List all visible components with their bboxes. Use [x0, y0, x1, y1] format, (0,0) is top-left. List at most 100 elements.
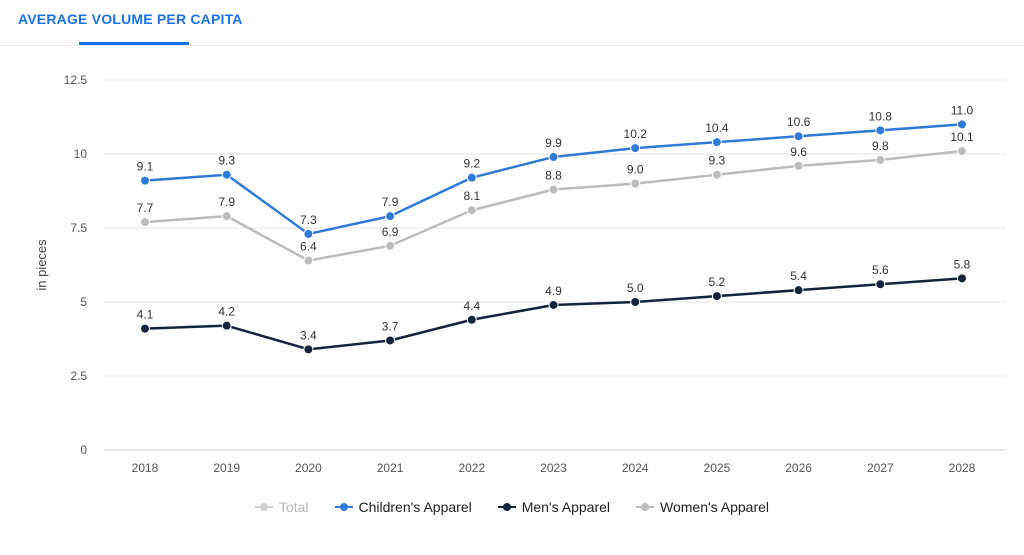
- legend: Total Children's Apparel Men's Apparel Wome…: [0, 496, 1024, 518]
- y-axis-label: in pieces: [34, 239, 49, 291]
- data-point: [957, 273, 967, 284]
- legend-item-children-s-apparel[interactable]: Children's Apparel: [334, 496, 472, 518]
- x-tick-label: 2023: [540, 461, 567, 475]
- data-label: 10.6: [787, 115, 811, 129]
- data-label: 9.3: [218, 154, 235, 168]
- y-tick-label: 0: [80, 443, 87, 457]
- x-tick-label: 2026: [785, 461, 812, 475]
- y-tick-label: 2.5: [70, 369, 87, 383]
- data-point: [793, 160, 804, 171]
- legend-label: Men's Apparel: [521, 499, 610, 515]
- active-tab-indicator: [79, 42, 189, 45]
- data-label: 7.3: [300, 213, 317, 227]
- data-label: 4.9: [545, 284, 562, 298]
- data-label: 4.4: [463, 299, 480, 313]
- legend-marker-icon: [334, 501, 353, 513]
- legend-item-total[interactable]: Total: [254, 496, 309, 518]
- y-axis-ticks: 0 2.5 5 7.5 10 12.5: [64, 73, 88, 457]
- data-point: [548, 299, 559, 310]
- x-axis-ticks: 2018 2019 2020 2021 2022 2023 2024 2025 2026 2027…: [132, 461, 976, 475]
- legend-marker-icon: [497, 501, 516, 513]
- x-tick-label: 2021: [377, 461, 404, 475]
- data-point: [875, 125, 886, 136]
- data-point: [385, 211, 396, 222]
- data-point: [385, 240, 396, 251]
- data-point: [466, 172, 477, 183]
- data-label: 9.6: [790, 145, 807, 159]
- data-label: 3.7: [382, 319, 399, 333]
- x-tick-label: 2020: [295, 461, 322, 475]
- data-label: 8.1: [463, 189, 480, 203]
- data-label: 9.3: [709, 154, 726, 168]
- data-label: 8.8: [545, 169, 562, 183]
- data-point: [303, 255, 314, 266]
- data-point: [711, 137, 722, 148]
- data-point: [303, 344, 314, 355]
- data-point: [630, 297, 641, 307]
- data-point: [957, 119, 967, 130]
- legend-label: Children's Apparel: [358, 499, 472, 515]
- data-label: 11.0: [951, 103, 974, 117]
- tab-bar: AVERAGE VOLUME PER CAPITA: [0, 0, 1024, 46]
- data-label: 9.1: [137, 160, 154, 174]
- series-women-s-apparel: 7.7 7.9 6.4 6.9 8.1 8.8 9.0 9.3 9.6 9.8 10.1: [137, 130, 974, 266]
- data-label: 9.9: [545, 136, 562, 150]
- legend-marker-icon: [254, 501, 273, 513]
- data-label: 10.8: [869, 109, 893, 123]
- data-label: 5.0: [627, 281, 644, 295]
- data-label: 5.4: [790, 269, 807, 283]
- y-tick-label: 7.5: [70, 221, 87, 235]
- data-point: [221, 320, 232, 331]
- data-label: 4.1: [137, 308, 154, 322]
- data-label: 7.7: [137, 201, 154, 215]
- series-men-s-apparel: 4.1 4.2 3.4 3.7 4.4 4.9 5.0 5.2 5.4 5.6 5.8: [137, 257, 971, 355]
- data-label: 6.9: [382, 225, 399, 239]
- x-tick-label: 2018: [132, 461, 159, 475]
- x-tick-label: 2019: [213, 461, 240, 475]
- legend-item-women-s-apparel[interactable]: Women's Apparel: [636, 496, 769, 518]
- data-label: 5.2: [709, 275, 726, 289]
- data-point: [793, 285, 804, 296]
- data-point: [466, 314, 477, 325]
- data-point: [221, 211, 232, 222]
- data-label: 10.2: [624, 127, 648, 141]
- data-point: [140, 217, 150, 228]
- legend-label: Total: [278, 499, 309, 515]
- x-tick-label: 2024: [622, 461, 649, 475]
- data-point: [548, 151, 559, 162]
- data-label: 10.1: [950, 130, 974, 144]
- data-label: 7.9: [218, 195, 235, 209]
- legend-label: Women's Apparel: [660, 499, 770, 515]
- data-point: [140, 323, 150, 334]
- x-tick-label: 2027: [867, 461, 894, 475]
- data-point: [548, 184, 559, 195]
- data-point: [630, 143, 641, 154]
- gridlines: [104, 79, 1006, 451]
- data-label: 10.4: [705, 121, 729, 135]
- data-point: [221, 169, 232, 180]
- y-tick-label: 10: [74, 147, 88, 161]
- data-point: [875, 279, 886, 290]
- data-label: 5.8: [954, 257, 971, 271]
- legend-marker-icon: [636, 501, 654, 513]
- data-label: 9.0: [627, 163, 644, 177]
- data-point: [711, 291, 722, 302]
- y-tick-label: 12.5: [64, 73, 88, 87]
- data-point: [630, 178, 641, 189]
- data-label: 7.9: [382, 195, 399, 209]
- data-label: 4.2: [218, 305, 235, 319]
- series-children-s-apparel: 9.1 9.3 7.3 7.9 9.2 9.9 10.2 10.4 10.6 10.8 11.0: [137, 103, 974, 239]
- y-tick-label: 5: [80, 295, 87, 309]
- x-tick-label: 2025: [704, 461, 731, 475]
- series-group: 7.7 7.9 6.4 6.9 8.1 8.8 9.0 9.3 9.6 9.8 10.1 9.1 9.3…: [137, 103, 974, 355]
- data-point: [466, 205, 477, 216]
- legend-item-men-s-apparel[interactable]: Men's Apparel: [497, 496, 610, 518]
- data-point: [303, 228, 314, 239]
- tab-average-volume-per-capita[interactable]: AVERAGE VOLUME PER CAPITA: [18, 11, 243, 27]
- data-point: [875, 154, 886, 165]
- data-label: 9.2: [463, 157, 480, 171]
- data-label: 6.4: [300, 240, 317, 254]
- data-point: [140, 175, 150, 186]
- data-label: 3.4: [300, 328, 317, 342]
